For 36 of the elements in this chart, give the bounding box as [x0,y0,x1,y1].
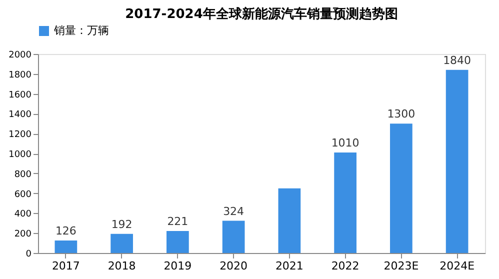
data-label: 324 [223,204,244,218]
y-tick-label: 1400 [8,110,32,120]
data-label: 1010 [331,136,360,150]
x-tick-label: 2018 [108,260,136,272]
x-tick-label: 2017 [52,260,80,272]
y-tick-label: 1600 [8,90,32,100]
y-tick-label: 1000 [8,150,32,160]
y-tick-label: 0 [26,250,32,260]
y-tick-label: 1800 [8,70,32,80]
bar [334,152,356,253]
bar [278,188,301,253]
data-label: 192 [111,218,132,231]
legend-label: 销量：万辆 [53,24,109,37]
bar [390,124,412,253]
data-label: 126 [55,224,76,238]
y-tick-label: 600 [14,190,32,200]
bar [222,220,245,253]
bar [166,231,189,253]
data-label: 1840 [443,54,472,67]
x-tick-label: 2019 [164,260,192,272]
y-tick-label: 2000 [8,50,32,60]
bar [446,70,468,253]
bar [110,234,133,253]
x-tick-label: 2024E [440,260,475,272]
data-label: 221 [167,215,188,228]
bar [54,240,78,253]
y-tick-label: 1200 [8,130,32,140]
y-tick-label: 400 [14,210,32,220]
x-tick-label: 2023E [384,260,419,272]
y-tick-label: 200 [14,230,32,240]
data-label: 1300 [387,108,416,121]
x-tick-label: 2021 [275,260,304,272]
y-tick-label: 800 [14,170,32,180]
chart-title: 2017-2024年全球新能源汽车销量预测趋势图 [125,6,398,22]
x-tick-label: 2020 [220,260,248,272]
x-tick-label: 2022 [331,260,360,272]
